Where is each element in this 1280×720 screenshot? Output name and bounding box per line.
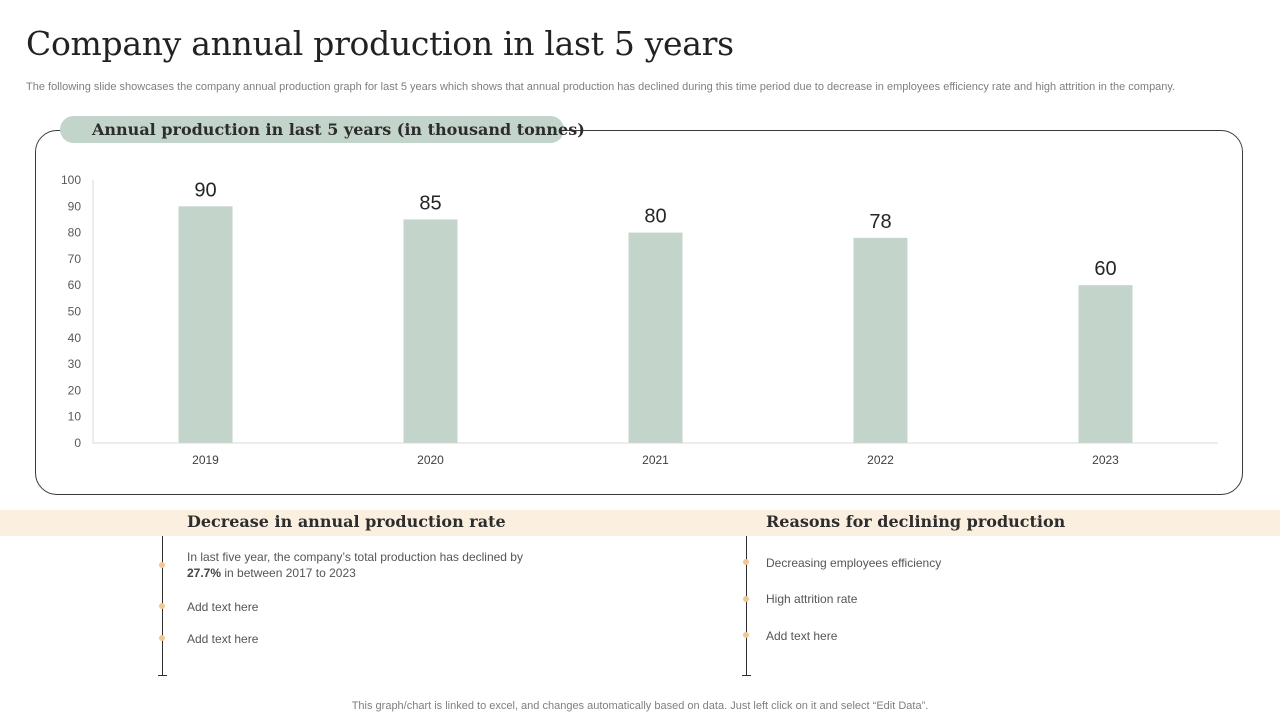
data-label-2021: 80 [644,206,666,228]
left-section-title: Decrease in annual production rate [187,512,506,531]
y-tick-label: 50 [68,305,82,319]
bar-2019[interactable] [178,206,233,443]
left-bullet-1-highlight: 27.7% [187,566,222,580]
right-section-title: Reasons for declining production [766,512,1066,531]
bar-chart[interactable]: 0 10 20 30 40 50 60 70 80 90 100 90 85 80 78 60 2019 20… [0,0,1280,500]
left-bullet-1-text: In last five year, the company’s total p… [187,550,523,564]
left-bullet-dot [159,603,165,609]
right-bullet-1: Decreasing employees efficiency [766,556,942,570]
bar-2022[interactable] [853,237,908,443]
right-bullet-2: High attrition rate [766,592,858,606]
x-tick-label-2022: 2022 [867,453,894,467]
y-tick-label: 80 [68,226,82,240]
y-tick-label: 0 [74,436,81,450]
chart-title: Annual production in last 5 years (in th… [60,116,585,143]
y-tick-label: 10 [68,410,82,424]
y-tick-label: 60 [68,278,82,292]
data-label-2023: 60 [1094,258,1116,280]
left-bullet-dot [159,562,165,568]
sections-header-band [0,510,1280,536]
right-bullet-dot [743,596,749,602]
left-bullet-1: In last five year, the company’s total p… [187,549,547,581]
x-tick-label-2019: 2019 [192,453,219,467]
left-bullet-2: Add text here [187,600,259,614]
left-timeline-cap [158,675,167,676]
page-title: Company annual production in last 5 year… [26,24,734,63]
left-bullet-3: Add text here [187,632,259,646]
right-bullet-dot [743,559,749,565]
y-tick-label: 90 [68,199,82,213]
left-bullet-1-text-end: in between 2017 to 2023 [221,566,356,580]
bar-2021[interactable] [628,232,683,443]
x-tick-label-2020: 2020 [417,453,444,467]
data-label-2019: 90 [194,179,216,201]
right-bullet-3: Add text here [766,629,838,643]
page-subtitle: The following slide showcases the compan… [26,81,1176,93]
footer-note: This graph/chart is linked to excel, and… [351,700,929,712]
data-label-2022: 78 [869,211,891,233]
y-tick-label: 100 [61,173,81,187]
y-tick-label: 20 [68,383,82,397]
y-tick-label: 30 [68,357,82,371]
y-tick-label: 40 [68,331,82,345]
x-tick-label-2021: 2021 [642,453,669,467]
y-tick-label: 70 [68,252,82,266]
bar-2020[interactable] [403,219,458,443]
right-bullet-dot [743,632,749,638]
bar-2023[interactable] [1078,285,1133,443]
data-label-2020: 85 [419,192,441,214]
left-bullet-dot [159,635,165,641]
right-timeline-line [746,536,747,676]
right-timeline-cap [742,675,751,676]
x-tick-label-2023: 2023 [1092,453,1119,467]
